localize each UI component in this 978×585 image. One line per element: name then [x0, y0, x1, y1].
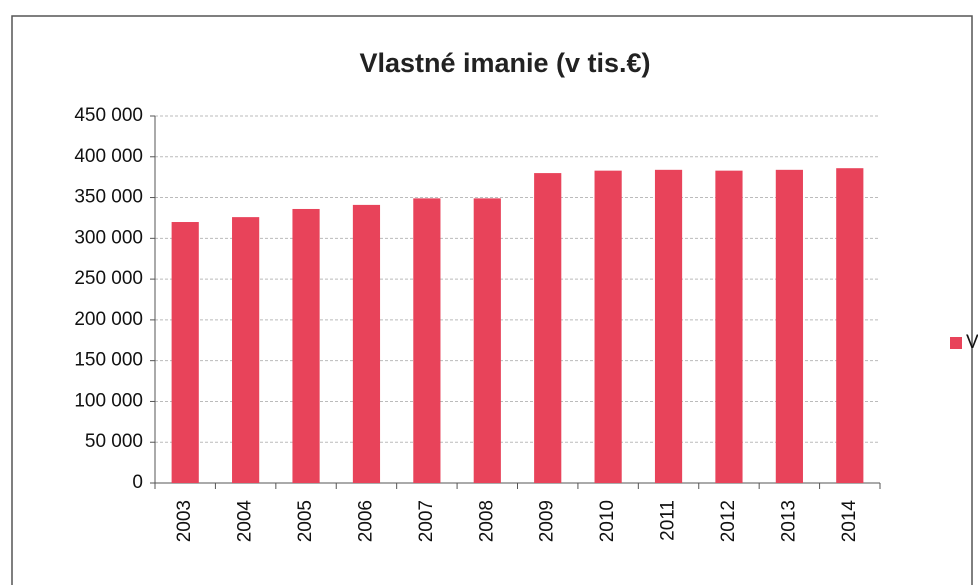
- x-tick-label: 2010: [597, 500, 618, 542]
- x-tick-label: 2014: [839, 500, 860, 543]
- x-tick-label: 2007: [416, 500, 437, 542]
- bar: [594, 170, 622, 484]
- x-tick-label: 2005: [295, 500, 316, 542]
- x-tick-label: 2004: [235, 500, 256, 543]
- bar: [534, 173, 562, 484]
- y-tick-label: 50 000: [85, 431, 143, 452]
- bar: [775, 169, 803, 483]
- y-tick-label: 0: [132, 472, 143, 493]
- y-tick-label: 450 000: [74, 105, 143, 126]
- legend-label: VI: [966, 332, 978, 353]
- x-tick-label: 2006: [355, 500, 376, 542]
- bar: [654, 169, 683, 483]
- y-tick-label: 250 000: [74, 268, 143, 289]
- legend-swatch: [950, 337, 962, 349]
- bar: [413, 198, 441, 484]
- y-tick-label: 300 000: [74, 227, 143, 248]
- x-tick-label: 2008: [476, 500, 497, 542]
- chart-title: Vlastné imanie (v tis.€): [359, 48, 650, 78]
- x-tick-label: 2013: [778, 500, 799, 542]
- y-tick-label: 150 000: [74, 350, 143, 371]
- bar: [715, 170, 743, 484]
- x-tick-label: 2011: [658, 500, 679, 541]
- y-tick-label: 400 000: [74, 146, 143, 167]
- bar: [473, 198, 501, 484]
- bar: [352, 204, 381, 483]
- bar: [232, 217, 260, 483]
- x-tick-label: 2012: [718, 500, 739, 542]
- y-tick-label: 350 000: [74, 187, 143, 208]
- bar: [292, 208, 320, 483]
- x-tick-label: 2009: [537, 500, 558, 542]
- y-tick-label: 100 000: [74, 390, 143, 411]
- bar: [836, 168, 864, 483]
- x-tick-label: 2003: [174, 500, 195, 542]
- bar: [171, 222, 199, 483]
- y-tick-label: 200 000: [74, 309, 143, 330]
